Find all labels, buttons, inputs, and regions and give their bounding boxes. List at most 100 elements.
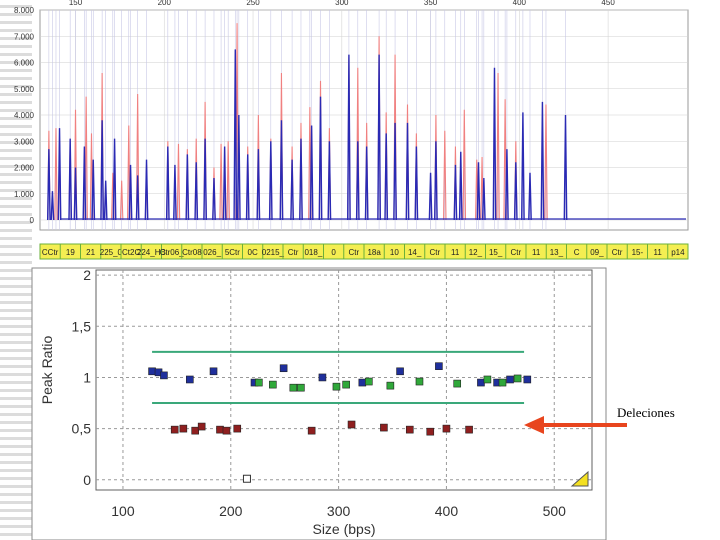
peak-trace [327,141,332,221]
x-tick-label: 500 [543,503,567,519]
marker-label: 11 [653,248,662,257]
data-point-green [386,381,395,390]
x-tick-label: 100 [111,503,135,519]
peak-trace [82,146,87,221]
slide-left-stripes [0,0,32,540]
peak-trace [176,143,181,221]
peak-trace [492,67,497,221]
peak-trace [309,125,314,221]
data-point-blue [506,375,514,384]
marker-label: p14 [671,248,685,257]
marker-label: 225_0 [100,248,123,257]
peak-trace [50,191,55,221]
data-point-red [380,423,388,432]
data-point-green [364,377,373,386]
peak-trace [268,141,273,221]
peak-trace [393,122,397,221]
y-tick-label: 4.000 [14,111,35,120]
peak-trace [46,149,51,221]
data-point-red [465,425,473,434]
peak-trace [222,146,227,221]
peak-trace [135,93,140,221]
marker-label: CCtr [42,248,59,257]
y-tick-label: 1.000 [14,190,35,199]
peak-trace [203,138,208,221]
peak-trace [496,72,500,221]
data-point-blue [209,367,218,376]
data-point-green [269,380,277,389]
x-tick-label: 250 [246,0,260,7]
peak-trace [355,141,360,221]
peak-trace [185,154,190,221]
marker-label: 15_ [489,248,503,257]
marker-label: 5Ctr [225,248,240,257]
peak-trace [54,128,58,221]
marker-label: 12_ [469,248,483,257]
peak-trace [57,128,62,221]
data-point-green [297,383,305,392]
x-tick-label: 200 [158,0,172,7]
peak-trace [173,164,177,221]
y-tick-label: 5.000 [14,85,35,94]
marker-label: 19 [66,248,75,257]
data-point-red [405,425,414,434]
marker-label: Ctr [612,248,623,257]
peak-trace [453,164,458,221]
peak-trace [165,146,170,221]
peak-trace [245,154,250,221]
peak-trace [68,138,73,221]
peak-trace [540,101,545,221]
y-tick-label: 1 [83,369,91,385]
peak-trace [219,143,223,221]
data-point-blue [160,371,168,380]
marker-label: 14_ [408,248,422,257]
peak-trace [256,149,261,221]
data-point-blue [186,375,194,384]
data-point-green [342,380,350,389]
data-point-green [289,383,298,392]
peak-trace [135,175,140,221]
peak-trace [528,172,532,221]
peak-trace [194,162,199,221]
marker-label: 224_HB [137,248,166,257]
peak-trace [520,112,525,221]
peak-trace [481,177,486,221]
peak-trace [279,120,284,221]
data-point-red [347,420,356,429]
data-point-green [453,379,462,388]
data-point-red [179,424,188,433]
marker-label: Ct2C [122,248,140,257]
marker-label: 018_ [304,248,322,257]
peak-trace [73,167,78,221]
y-tick-label: 8.000 [14,6,35,15]
data-point-blue [435,362,443,370]
y-tick-label: 0 [30,216,35,225]
x-tick-label: 400 [435,503,459,519]
y-tick-label: 6.000 [14,59,35,68]
plot-frame [39,9,689,231]
marker-label: Ctr [430,248,441,257]
x-tick-label: 300 [335,0,349,7]
peak-trace [458,151,463,221]
marker-label: 0215_ [262,248,285,257]
marker-label: 11 [451,248,460,257]
data-point-blue [523,375,532,384]
peak-trace [505,149,509,221]
peak-trace [563,114,568,221]
peak-trace [112,138,117,221]
x-tick-label: 400 [513,0,527,7]
peak-trace [544,104,548,221]
x-axis-label: Size (bps) [312,521,375,537]
peak-trace [226,141,230,221]
marker-label: Ctr [511,248,522,257]
marker-label: 10 [390,248,399,257]
y-axis-label: Peak Ratio [39,336,55,405]
peak-trace [364,146,369,221]
marker-label: 15- [632,248,644,257]
y-tick-label: 0,5 [72,421,92,437]
marker-label: 21 [86,248,95,257]
data-point-green [498,378,507,387]
marker-label: 18a [367,248,381,257]
peak-trace [443,130,447,221]
